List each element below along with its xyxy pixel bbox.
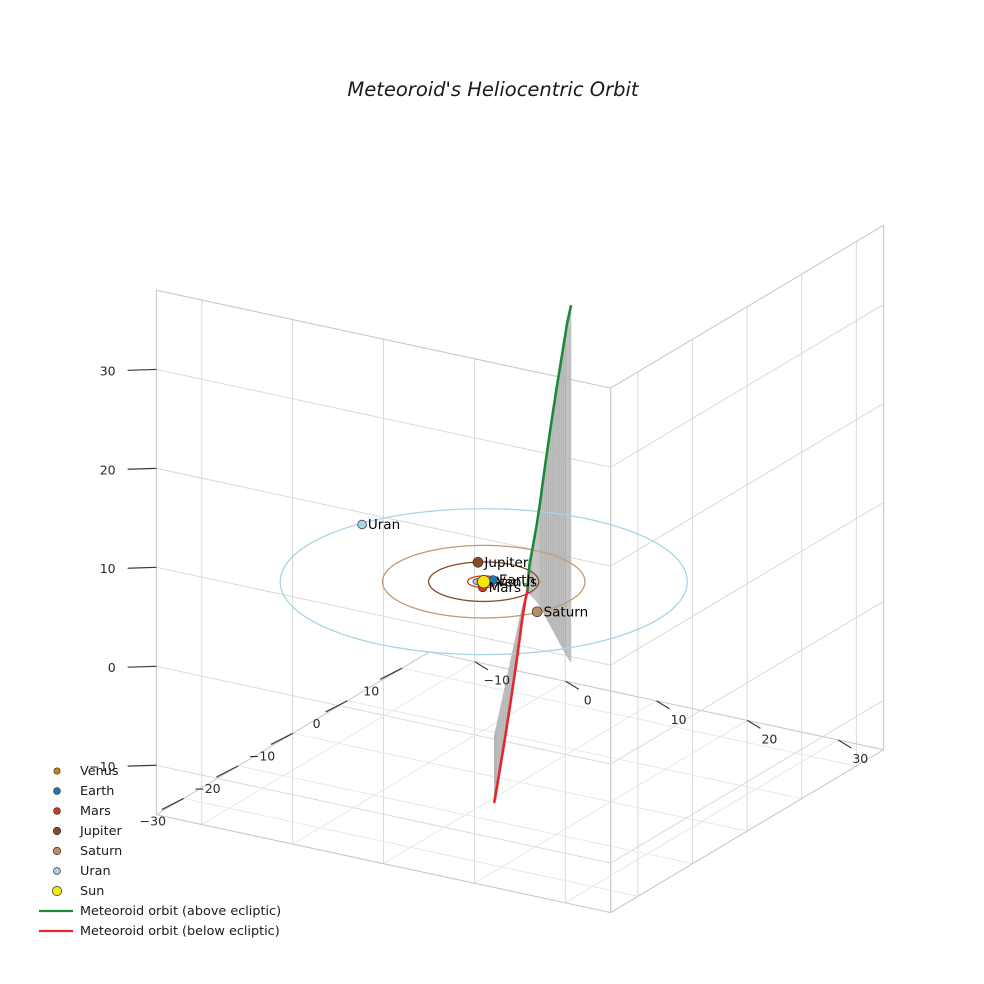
grid-line-floor bbox=[201, 661, 475, 825]
body-label-mars: Mars bbox=[489, 580, 522, 596]
body-label-uran: Uran bbox=[368, 517, 400, 533]
legend-marker-sun bbox=[51, 885, 62, 896]
grid-line-left-wall bbox=[156, 368, 611, 468]
z-tick-mark bbox=[127, 764, 157, 767]
axis-edge bbox=[156, 814, 611, 914]
y-tick-label-4: 30 bbox=[852, 751, 868, 766]
legend-label-1: Earth bbox=[80, 784, 114, 799]
meteoroid-trajectory bbox=[493, 304, 573, 804]
legend-marker-earth bbox=[53, 787, 61, 795]
legend-label-7: Meteoroid orbit (above ecliptic) bbox=[80, 904, 281, 919]
trajectory-below-ecliptic bbox=[493, 589, 529, 804]
chart-legend: Venus Earth Mars Jupiter Saturn Uran Sun Meteor… bbox=[39, 764, 281, 939]
legend-label-6: Sun bbox=[80, 884, 104, 899]
z-tick-label-4: 30 bbox=[100, 363, 116, 378]
y-tick-mark bbox=[565, 680, 580, 690]
grid-line-back-wall bbox=[610, 304, 884, 468]
z-tick-mark bbox=[127, 566, 157, 569]
body-label-earth: Earth bbox=[499, 572, 535, 588]
grid-line-floor bbox=[292, 680, 566, 845]
legend-label-8: Meteoroid orbit (below ecliptic) bbox=[80, 924, 280, 939]
body-marker-uran bbox=[357, 519, 367, 530]
y-tick-label-3: 20 bbox=[761, 731, 777, 746]
grid-line-back-wall bbox=[610, 403, 884, 567]
legend-label-2: Mars bbox=[80, 804, 111, 819]
legend-marker-saturn bbox=[52, 846, 62, 856]
orbit-jupiter bbox=[427, 561, 540, 603]
z-tick-label-0: −10 bbox=[89, 759, 115, 774]
x-tick-mark bbox=[325, 700, 348, 713]
trajectory-above-ecliptic bbox=[526, 304, 573, 593]
axis-edge bbox=[156, 651, 430, 816]
z-tick-mark bbox=[127, 467, 157, 470]
axis-edge bbox=[610, 224, 884, 389]
y-tick-mark bbox=[837, 739, 852, 749]
body-label-jupiter: Jupiter bbox=[483, 555, 528, 571]
z-tick-label-1: 0 bbox=[108, 660, 116, 675]
legend-label-4: Saturn bbox=[80, 844, 122, 859]
x-tick-mark bbox=[161, 797, 184, 811]
y-tick-label-1: 0 bbox=[584, 692, 592, 707]
orbit-mars bbox=[466, 575, 501, 589]
body-marker-sun bbox=[477, 575, 491, 589]
grid-line-floor bbox=[383, 700, 657, 865]
x-tick-label-0: −30 bbox=[140, 814, 166, 829]
body-label-saturn: Saturn bbox=[544, 604, 589, 620]
x-tick-mark bbox=[270, 732, 294, 746]
legend-marker-venus bbox=[53, 767, 61, 775]
z-tick-mark bbox=[127, 368, 157, 371]
grid-line-left-wall bbox=[156, 665, 611, 765]
axes-panes-grid bbox=[155, 224, 885, 914]
x-tick-label-2: −10 bbox=[249, 748, 275, 763]
x-tick-mark bbox=[379, 667, 403, 680]
body-marker-jupiter bbox=[472, 556, 484, 568]
grid-line-floor bbox=[565, 739, 839, 904]
legend-marker-uran bbox=[53, 867, 61, 875]
legend-label-3: Jupiter bbox=[79, 824, 122, 839]
chart-title: Meteoroid's Heliocentric Orbit bbox=[347, 78, 640, 101]
y-tick-label-0: −10 bbox=[484, 673, 510, 688]
body-marker-saturn bbox=[531, 606, 543, 618]
legend-marker-jupiter bbox=[52, 826, 62, 836]
x-tick-mark bbox=[216, 765, 239, 778]
legend-label-5: Uran bbox=[80, 864, 111, 879]
grid-line-back-wall bbox=[610, 699, 884, 864]
x-tick-label-4: 10 bbox=[363, 683, 379, 698]
legend-marker-mars bbox=[53, 807, 61, 815]
axis-edge bbox=[156, 289, 611, 389]
axis-edge bbox=[610, 749, 884, 913]
y-tick-mark bbox=[747, 719, 761, 729]
grid-line-left-wall bbox=[156, 566, 611, 666]
x-tick-label-1: −20 bbox=[194, 781, 220, 796]
z-tick-label-2: 10 bbox=[100, 561, 116, 576]
y-tick-label-2: 10 bbox=[671, 712, 687, 727]
legend-label-0: Venus bbox=[80, 764, 119, 779]
grid-line-back-wall bbox=[610, 501, 884, 666]
y-tick-mark bbox=[474, 661, 489, 671]
body-label-venus: Venus bbox=[496, 574, 537, 590]
x-tick-label-3: 0 bbox=[313, 716, 321, 731]
y-tick-mark bbox=[656, 700, 670, 710]
grid-line-back-wall bbox=[610, 600, 884, 765]
z-tick-label-3: 20 bbox=[100, 462, 116, 477]
z-tick-mark bbox=[127, 665, 157, 668]
axis-tick-labels: −30 −20 −10 0 10 −10 0 10 20 30 −10 0 10 20 30 bbox=[89, 363, 868, 828]
orbit-saturn bbox=[381, 544, 586, 619]
orbit-uran bbox=[279, 508, 688, 656]
